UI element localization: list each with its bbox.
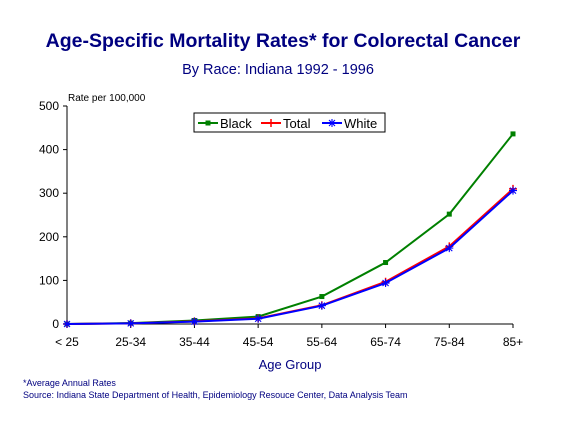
data-point-white [254, 314, 263, 323]
y-axis-label: Rate per 100,000 [68, 93, 146, 104]
x-tick-label: 25-34 [115, 335, 146, 349]
y-tick-label: 400 [39, 143, 59, 157]
y-tick-label: 200 [39, 230, 59, 244]
data-point-white [190, 317, 199, 326]
series-line-total [66, 188, 514, 325]
data-point-white [445, 244, 454, 253]
x-ticks: < 25 25-34 35-44 45-54 55-64 65-74 75-84 85+ [55, 324, 523, 349]
series-group [63, 131, 517, 328]
x-tick-label: 65-74 [370, 335, 401, 349]
data-point-white [381, 279, 390, 288]
x-tick-label: 35-44 [179, 335, 210, 349]
series-white [63, 186, 517, 328]
x-tick-label: 75-84 [434, 335, 465, 349]
legend-label-total: Total [283, 116, 311, 131]
data-point-white [509, 186, 517, 195]
x-tick-label: 55-64 [307, 335, 338, 349]
legend-box [193, 112, 386, 133]
series-line-black [66, 133, 514, 325]
data-point-black [383, 260, 389, 266]
legend-marker-white [328, 119, 336, 127]
chart-title: Age-Specific Mortality Rates* for Colore… [45, 30, 521, 52]
x-axis-label: Age Group [259, 357, 322, 372]
legend-label-black: Black [220, 116, 252, 131]
y-tick-label: 300 [39, 186, 59, 200]
data-point-white [63, 319, 71, 328]
x-tick-label: < 25 [55, 335, 79, 349]
data-point-black [510, 131, 516, 137]
data-point-black [446, 211, 452, 217]
data-point-white [126, 319, 135, 328]
legend-marker-total [267, 119, 275, 127]
y-tick-label: 0 [52, 317, 59, 331]
data-point-white [317, 301, 326, 310]
footnote-source: Source: Indiana State Department of Heal… [23, 390, 408, 400]
chart-subtitle: By Race: Indiana 1992 - 1996 [182, 62, 374, 78]
legend: Black Total White [193, 112, 386, 133]
x-tick-label: 85+ [503, 335, 523, 349]
series-black [64, 131, 516, 327]
y-tick-label: 100 [39, 273, 59, 287]
footnote-average: *Average Annual Rates [23, 378, 116, 388]
y-ticks: 0 100 200 300 400 500 [39, 99, 67, 331]
data-point-black [319, 294, 325, 300]
chart-axes [66, 106, 513, 325]
x-tick-label: 45-54 [243, 335, 274, 349]
series-line-white [66, 189, 514, 325]
legend-marker-black [205, 120, 211, 126]
legend-label-white: White [344, 116, 377, 131]
y-tick-label: 500 [39, 99, 59, 113]
